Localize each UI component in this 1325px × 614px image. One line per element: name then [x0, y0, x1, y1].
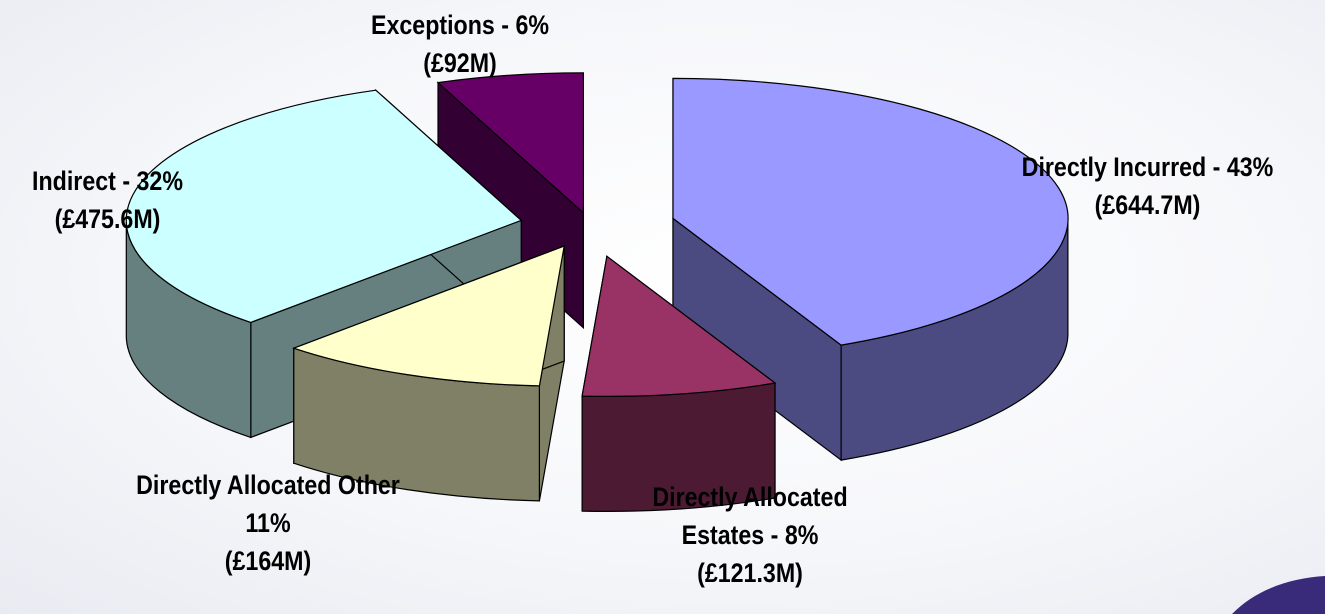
- pie-slice-directly-allocated-estates: [581, 255, 777, 512]
- pie-slice-directly-allocated-estates-top: [581, 255, 777, 397]
- label-indirect-line2: (£475.6M): [54, 204, 161, 234]
- label-directly-allocated-estates-line1: Directly Allocated: [652, 482, 848, 512]
- label-directly-allocated-estates-line2: Estates - 8%: [681, 520, 819, 550]
- label-indirect: Indirect - 32% (£475.6M): [15, 162, 200, 238]
- label-exceptions-line2: (£92M): [423, 48, 497, 78]
- label-directly-allocated-estates: Directly Allocated Estates - 8% (£121.3M…: [617, 478, 884, 592]
- label-indirect-line1: Indirect - 32%: [32, 166, 183, 196]
- label-directly-allocated-other-line3: (£164M): [224, 546, 312, 576]
- pie-slice-exceptions-top: [436, 72, 584, 215]
- logo-swoosh: [1232, 576, 1325, 614]
- label-directly-incurred-line1: Directly Incurred - 43%: [1021, 152, 1274, 182]
- pie-slice-directly-allocated-other-top: [292, 245, 565, 387]
- label-exceptions: Exceptions - 6% (£92M): [348, 6, 572, 82]
- pie-slice-directly-incurred: [672, 77, 1069, 462]
- pie-slices: [125, 72, 1069, 512]
- label-directly-allocated-other: Directly Allocated Other 11% (£164M): [105, 466, 432, 580]
- label-exceptions-line1: Exceptions - 6%: [370, 10, 550, 40]
- pie-slice-indirect-top: [125, 89, 523, 324]
- label-directly-allocated-other-line2: 11%: [245, 508, 291, 538]
- label-directly-allocated-estates-line3: (£121.3M): [697, 558, 803, 588]
- label-directly-incurred: Directly Incurred - 43% (£644.7M): [986, 148, 1309, 224]
- logo-swoosh-mark: [1232, 576, 1325, 614]
- label-directly-allocated-other-line1: Directly Allocated Other: [136, 470, 400, 500]
- pie-slice-directly-incurred-top: [672, 77, 1069, 346]
- label-directly-incurred-line2: (£644.7M): [1094, 190, 1201, 220]
- pie-slice-directly-allocated-other: [292, 245, 565, 502]
